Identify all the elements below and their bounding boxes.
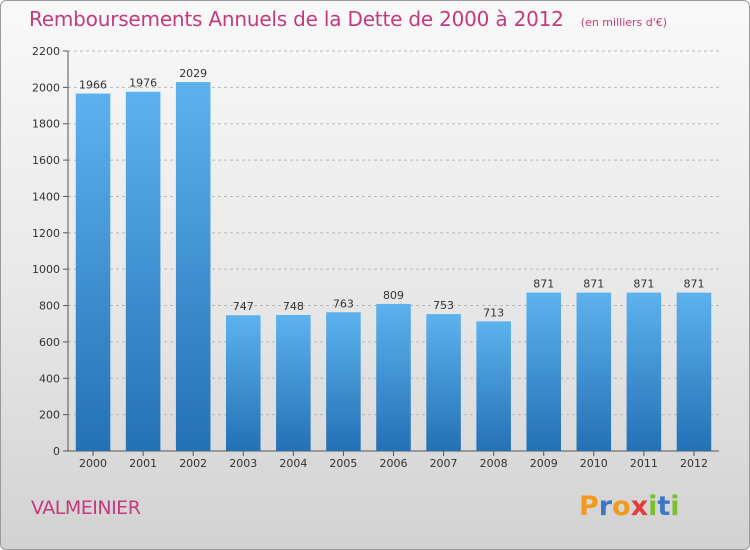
bar <box>676 292 712 451</box>
data-label: 809 <box>383 289 404 302</box>
logo-letter: i <box>648 491 658 522</box>
logo-letter: i <box>670 491 680 522</box>
bar <box>626 292 662 451</box>
x-tick-label: 2007 <box>430 457 458 470</box>
x-tick-label: 2001 <box>129 457 157 470</box>
data-label: 747 <box>233 300 254 313</box>
bar <box>276 315 311 451</box>
data-label: 713 <box>483 306 504 319</box>
y-tick-label: 1600 <box>32 154 60 167</box>
bar <box>326 312 361 451</box>
data-label: 871 <box>533 278 554 291</box>
data-label: 1966 <box>79 79 107 92</box>
y-tick-label: 200 <box>39 409 60 422</box>
data-label: 748 <box>283 300 304 313</box>
bar <box>526 292 562 451</box>
x-tick-label: 2008 <box>480 457 508 470</box>
y-tick-label: 2200 <box>32 45 60 58</box>
y-tick-label: 800 <box>39 300 60 313</box>
chart-title: Remboursements Annuels de la Dette de 20… <box>29 7 564 31</box>
bar <box>426 314 461 451</box>
title-row: Remboursements Annuels de la Dette de 20… <box>29 7 667 31</box>
bars <box>75 82 712 452</box>
x-tick-label: 2009 <box>530 457 558 470</box>
x-tick-label: 2010 <box>580 457 608 470</box>
bar <box>125 91 161 452</box>
x-tick-label: 2006 <box>380 457 408 470</box>
y-tick-label: 0 <box>53 445 60 458</box>
logo-letter: r <box>598 491 613 522</box>
data-label: 763 <box>333 297 354 310</box>
logo-letter: t <box>657 491 671 522</box>
logo-letter: o <box>612 491 631 522</box>
x-tick-label: 2002 <box>179 457 207 470</box>
x-tick-label: 2005 <box>329 457 357 470</box>
bar <box>376 303 411 451</box>
tick-labels: 0 200 400 600 800 1000 1200 1400 1600 1800 2000 220… <box>32 45 708 470</box>
bar <box>175 82 211 451</box>
commune-name: VALMEINIER <box>31 497 141 519</box>
y-tick-label: 1800 <box>32 118 60 131</box>
proxiti-logo: Proxiti <box>579 491 680 522</box>
bar <box>225 315 261 451</box>
bar <box>576 292 612 451</box>
bar <box>75 93 111 451</box>
data-label: 2029 <box>179 67 207 80</box>
x-tick-label: 2011 <box>630 457 658 470</box>
y-tick-label: 1200 <box>32 227 60 240</box>
data-label: 1976 <box>129 77 157 90</box>
y-tick-label: 1400 <box>32 190 60 203</box>
x-tick-label: 2000 <box>79 457 107 470</box>
data-label: 753 <box>433 299 454 312</box>
data-label: 871 <box>683 278 704 291</box>
logo-letter: x <box>630 491 649 522</box>
chart-subtitle: (en milliers d'€) <box>580 16 668 29</box>
x-tick-label: 2012 <box>680 457 708 470</box>
data-label: 871 <box>583 278 604 291</box>
data-label: 871 <box>633 278 654 291</box>
logo-letter: P <box>579 491 599 522</box>
x-tick-label: 2003 <box>229 457 257 470</box>
y-tick-label: 2000 <box>32 81 60 94</box>
bar <box>476 321 511 451</box>
y-tick-label: 600 <box>39 336 60 349</box>
y-tick-label: 1000 <box>32 263 60 276</box>
y-tick-label: 400 <box>39 372 60 385</box>
x-tick-label: 2004 <box>279 457 307 470</box>
data-labels: 1966 1976 2029 747 748 763 809 753 713 871 871 871 8… <box>79 67 704 319</box>
